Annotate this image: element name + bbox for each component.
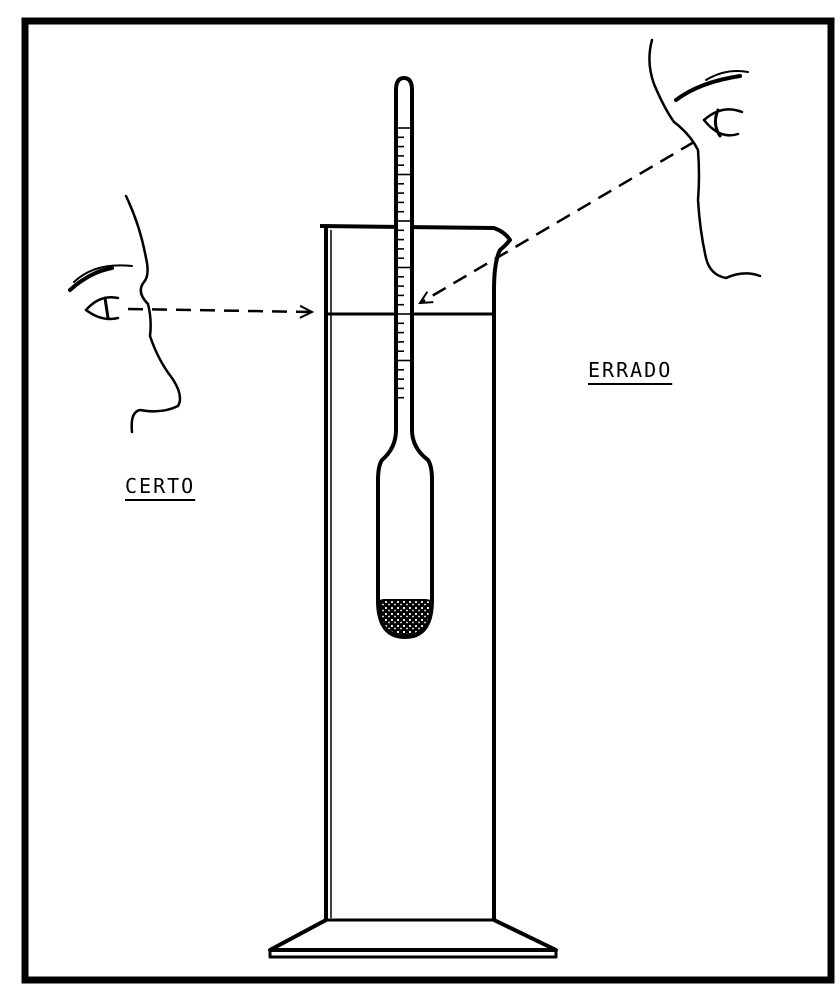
correct-label: CERTO bbox=[125, 474, 196, 498]
wrong-sight-line bbox=[418, 140, 695, 305]
wrong-label: ERRADO bbox=[588, 358, 673, 382]
eye-icon bbox=[702, 108, 744, 138]
graduated-cylinder-icon bbox=[268, 224, 558, 959]
face-profile-icon bbox=[648, 38, 762, 280]
hydrometer-scale bbox=[398, 127, 410, 399]
hydrometer-icon bbox=[376, 76, 434, 639]
diagram-frame bbox=[21, 17, 835, 984]
face-profile-icon bbox=[68, 194, 182, 434]
eye-icon bbox=[84, 296, 120, 321]
correct-sight-line bbox=[127, 304, 315, 319]
